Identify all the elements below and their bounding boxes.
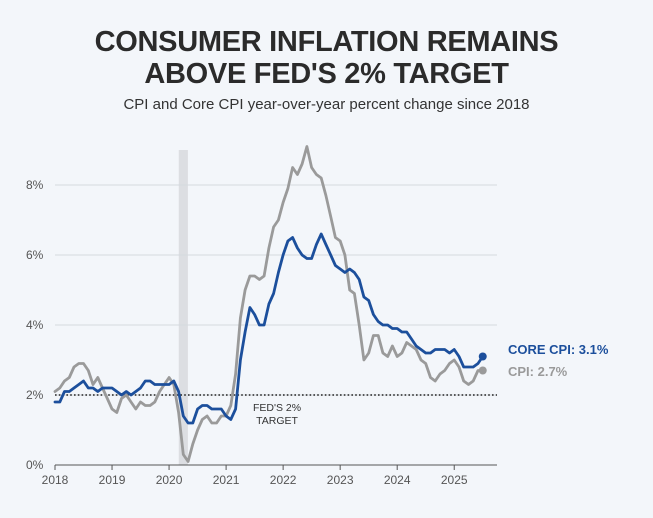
cpi-line [53,145,485,463]
title-line-1: CONSUMER INFLATION REMAINS [94,26,559,58]
x-tick-label: 2019 [99,473,126,487]
y-tick-label: 8% [26,178,44,192]
recession-shade [178,150,188,465]
y-tick-label: 6% [26,248,44,262]
recession-layer [178,150,188,465]
core-cpi-end-dot [478,352,487,361]
title-line-2: ABOVE FED'S 2% TARGET [144,58,509,90]
core-cpi-end-label: CORE CPI: 3.1% [508,342,609,357]
y-tick-label: 2% [26,388,44,402]
axis-layer: 0% 2% 4% 6% 8% 2018 2019 2020 2021 2022 2023 2024 20… [26,178,497,487]
y-tick-label: 0% [26,458,44,472]
x-tick-label: 2022 [270,473,297,487]
core-cpi-line [53,232,485,425]
cpi-end-label: CPI: 2.7% [508,364,568,379]
fed-target-label-line2: TARGET [256,415,298,427]
chart-subtitle: CPI and Core CPI year-over-year percent … [123,96,530,113]
grid-layer [55,184,497,396]
x-tick-label: 2018 [42,473,69,487]
series-layer [53,145,487,463]
cpi-end-dot [478,366,487,375]
fed-target-label-line1: FED'S 2% [253,402,301,414]
chart-title: CONSUMER INFLATION REMAINS ABOVE FED'S 2… [0,26,653,90]
y-tick-label: 4% [26,318,44,332]
x-tick-label: 2023 [327,473,354,487]
label-layer: FED'S 2%TARGET CPI: 2.7% CORE CPI: 3.1% [253,342,609,427]
x-tick-label: 2024 [384,473,411,487]
x-tick-label: 2025 [441,473,468,487]
x-tick-label: 2020 [156,473,183,487]
x-tick-label: 2021 [213,473,240,487]
